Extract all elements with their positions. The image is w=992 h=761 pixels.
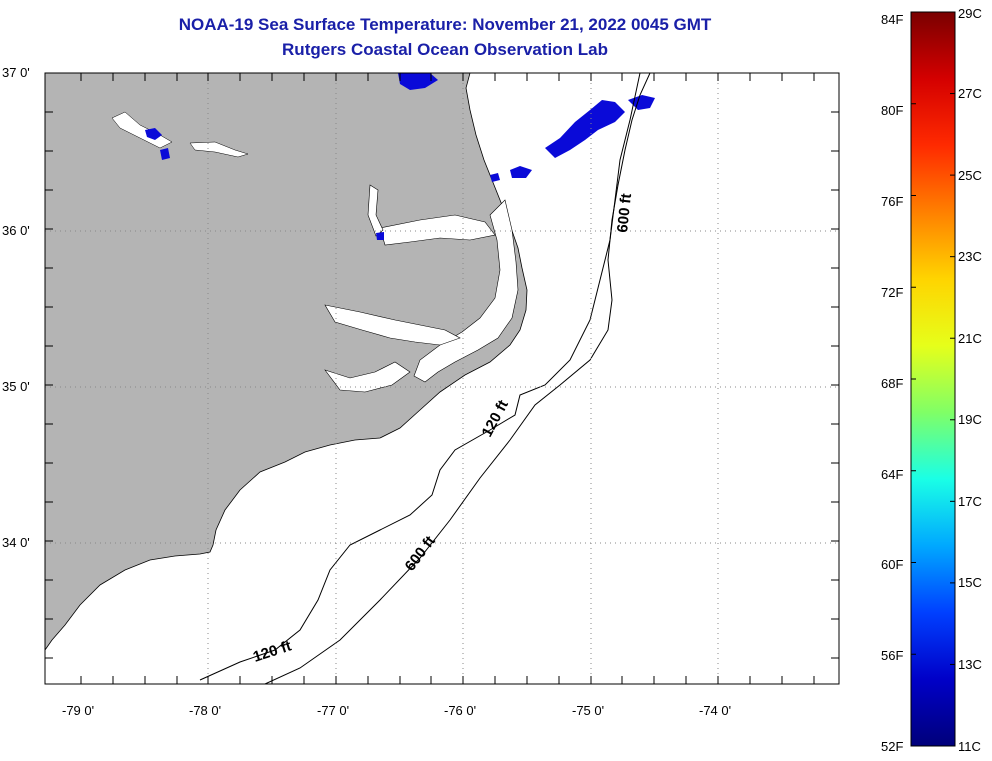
colorbar-label-23c: 23C xyxy=(958,249,982,264)
lat-label-35: 35 0' xyxy=(2,379,30,394)
colorbar-label-68f: 68F xyxy=(881,376,904,391)
colorbar-label-52f: 52F xyxy=(881,739,904,754)
colorbar-label-25c: 25C xyxy=(958,168,982,183)
lat-label-34: 34 0' xyxy=(2,535,30,550)
cloud-patches xyxy=(145,73,655,240)
neuse-river xyxy=(324,361,411,393)
lon-label-79: -79 0' xyxy=(62,703,95,718)
map-subtitle: Rutgers Coastal Ocean Observation Lab xyxy=(282,40,608,59)
colorbar xyxy=(910,11,956,747)
colorbar-label-76f: 76F xyxy=(881,194,904,209)
colorbar-label-60f: 60F xyxy=(881,557,904,572)
colorbar-label-19c: 19C xyxy=(958,412,982,427)
chowan-river xyxy=(367,184,384,237)
colorbar-label-56f: 56F xyxy=(881,648,904,663)
colorbar-label-29c: 29C xyxy=(958,6,982,21)
inland-lake-2 xyxy=(111,111,173,149)
colorbar-ticks xyxy=(911,11,955,747)
lon-label-75: -75 0' xyxy=(572,703,605,718)
colorbar-label-84f: 84F xyxy=(881,12,904,27)
contour-label-600ft-north: 600 ft xyxy=(614,193,635,234)
inland-lake xyxy=(189,141,249,158)
colorbar-label-15c: 15C xyxy=(958,575,982,590)
lat-label-37: 37 0' xyxy=(2,65,30,80)
lon-label-76: -76 0' xyxy=(444,703,477,718)
lon-label-74: -74 0' xyxy=(699,703,732,718)
graticule xyxy=(45,73,839,684)
lon-label-77: -77 0' xyxy=(317,703,350,718)
land-area xyxy=(45,73,528,651)
map-title: NOAA-19 Sea Surface Temperature: Novembe… xyxy=(178,15,712,34)
contour-600ft xyxy=(264,73,651,684)
colorbar-label-27c: 27C xyxy=(958,86,982,101)
albemarle-sound xyxy=(379,214,496,246)
colorbar-label-72f: 72F xyxy=(881,285,904,300)
colorbar-label-13c: 13C xyxy=(958,657,982,672)
pamlico-river xyxy=(324,304,461,346)
lon-label-78: -78 0' xyxy=(189,703,222,718)
map-frame xyxy=(44,72,840,685)
lat-label-36: 36 0' xyxy=(2,223,30,238)
colorbar-label-17c: 17C xyxy=(958,494,982,509)
pamlico-sound xyxy=(413,199,519,383)
colorbar-label-11c: 11C xyxy=(958,739,981,754)
colorbar-label-80f: 80F xyxy=(881,103,904,118)
colorbar-label-64f: 64F xyxy=(881,467,904,482)
colorbar-label-21c: 21C xyxy=(958,331,982,346)
axis-ticks xyxy=(45,72,839,684)
